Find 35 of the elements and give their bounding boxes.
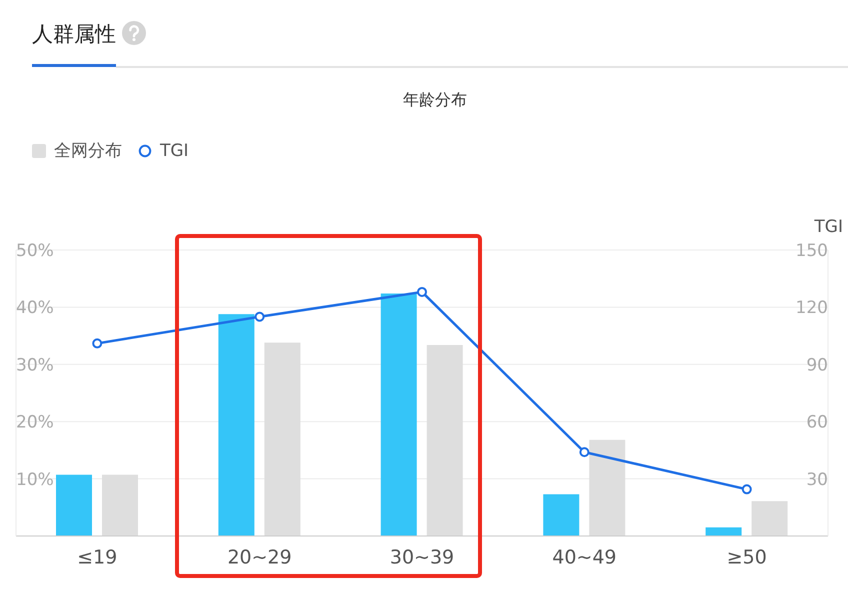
x-tick-label: 20~29 (227, 546, 292, 568)
x-tick-label: 30~39 (390, 546, 454, 568)
y2-tick-label: 30 (806, 470, 828, 490)
bar (380, 293, 417, 536)
y2-tick-label: 60 (806, 412, 828, 433)
point (742, 484, 752, 494)
y-tick-label: 10% (16, 470, 54, 490)
point (579, 447, 590, 458)
y-tick-label: 40% (16, 298, 54, 318)
bar (589, 440, 626, 536)
bar (543, 494, 580, 536)
legend-label: TGI (160, 140, 189, 160)
x-tick-label: 40~49 (552, 546, 617, 568)
x-tick-label: ≥50 (726, 546, 767, 568)
bar (264, 342, 300, 536)
y2-tick-label: 150 (796, 241, 828, 262)
bar (752, 501, 788, 536)
chart-subtitle: 年龄分布 (402, 90, 468, 111)
y-tick-label: 50% (16, 241, 54, 262)
y-tick-label: 30% (16, 355, 54, 376)
y2-tick-label: 120 (796, 298, 828, 318)
x-tick-label: ≤19 (77, 546, 118, 568)
point (417, 286, 427, 297)
y2-axis-title: TGI (814, 217, 843, 237)
bar (56, 474, 92, 536)
point (254, 312, 265, 322)
y-tick-label: 20% (16, 412, 54, 433)
y2-tick-label: 90 (806, 355, 828, 376)
bar (426, 344, 463, 536)
bar (218, 314, 254, 536)
legend-label: 全网分布 (54, 140, 122, 162)
bar (706, 527, 742, 536)
point (92, 338, 102, 348)
bar (102, 474, 138, 536)
chart-title: 人群属性 (32, 21, 116, 48)
